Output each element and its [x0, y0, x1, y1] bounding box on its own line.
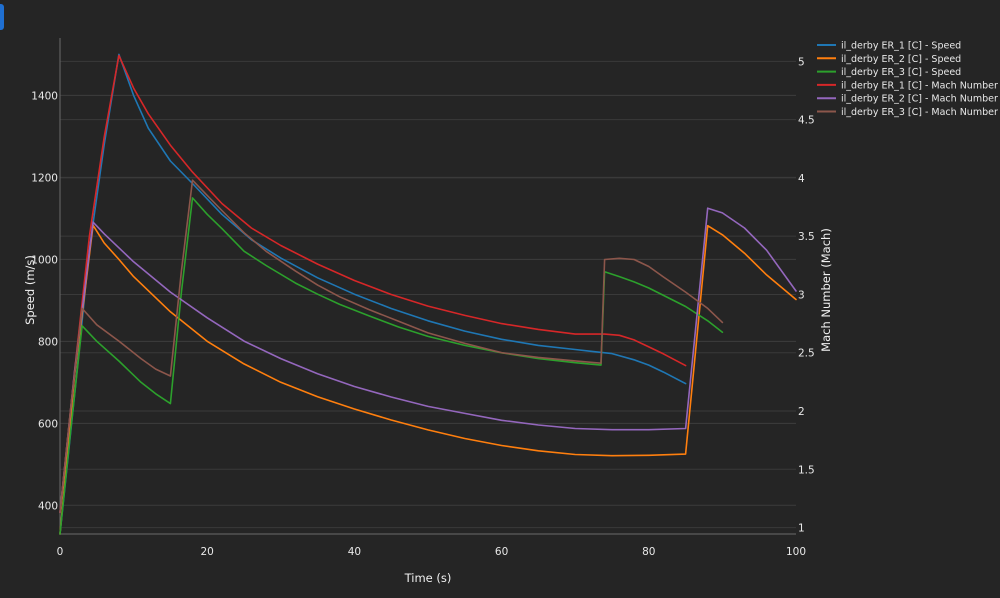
x-tick-label: 0: [57, 546, 64, 558]
series-line-4[interactable]: [59, 54, 687, 514]
series-lines: [59, 53, 797, 535]
x-axis-title: Time (s): [404, 571, 452, 585]
legend-label: il_derby ER_3 [C] - Mach Number: [841, 107, 998, 118]
y-tick-labels: 400 600 800 1000 1200 1400: [31, 90, 58, 512]
y-axis-title: Speed (m/s): [23, 255, 37, 325]
y2-tick-label: 3: [798, 289, 805, 301]
legend-label: il_derby ER_1 [C] - Speed: [841, 41, 961, 52]
legend-label: il_derby ER_3 [C] - Speed: [841, 67, 961, 78]
y2-tick-label: 1: [798, 523, 805, 535]
legend-item-3[interactable]: il_derby ER_3 [C] - Speed: [817, 67, 961, 78]
y2-tick-label: 4: [798, 173, 805, 185]
y2-tick-label: 2: [798, 406, 805, 418]
y-tick-label: 1400: [31, 90, 58, 102]
y-tick-label: 600: [38, 418, 58, 430]
x-tick-label: 60: [495, 546, 508, 558]
series-line-5[interactable]: [59, 207, 797, 514]
legend-item-6[interactable]: il_derby ER_3 [C] - Mach Number: [817, 107, 998, 118]
y-tick-label: 1200: [31, 172, 58, 184]
axes: [59, 38, 796, 535]
series-line-2[interactable]: [59, 224, 797, 535]
y-tick-label: 800: [38, 336, 58, 348]
legend[interactable]: il_derby ER_1 [C] - Speed il_derby ER_2 […: [817, 41, 998, 119]
y2-tick-label: 5: [798, 56, 805, 68]
legend-label: il_derby ER_2 [C] - Mach Number: [841, 94, 998, 105]
x-tick-label: 100: [786, 546, 806, 558]
y2-tick-label: 2.5: [798, 348, 815, 360]
legend-label: il_derby ER_2 [C] - Speed: [841, 54, 961, 65]
y2-tick-label: 4.5: [798, 115, 815, 127]
y2-axis-title: Mach Number (Mach): [819, 228, 833, 352]
grid: [60, 60, 796, 529]
series-line-3[interactable]: [59, 197, 724, 535]
x-tick-label: 40: [348, 546, 361, 558]
legend-item-1[interactable]: il_derby ER_1 [C] - Speed: [817, 41, 961, 52]
series-line-6[interactable]: [59, 179, 724, 514]
y2-tick-label: 3.5: [798, 231, 815, 243]
y-tick-label: 1000: [31, 254, 58, 266]
y-tick-label: 400: [38, 500, 58, 512]
legend-item-4[interactable]: il_derby ER_1 [C] - Mach Number: [817, 80, 998, 91]
legend-item-5[interactable]: il_derby ER_2 [C] - Mach Number: [817, 94, 998, 105]
corner-tab[interactable]: [0, 4, 4, 30]
x-tick-label: 20: [201, 546, 214, 558]
x-tick-label: 80: [642, 546, 655, 558]
x-tick-labels: 0 20 40 60 80 100: [57, 546, 806, 558]
legend-label: il_derby ER_1 [C] - Mach Number: [841, 80, 998, 91]
y2-tick-labels: 1 1.5 2 2.5 3 3.5 4 4.5 5: [798, 56, 815, 534]
legend-item-2[interactable]: il_derby ER_2 [C] - Speed: [817, 54, 961, 65]
y2-tick-label: 1.5: [798, 464, 815, 476]
